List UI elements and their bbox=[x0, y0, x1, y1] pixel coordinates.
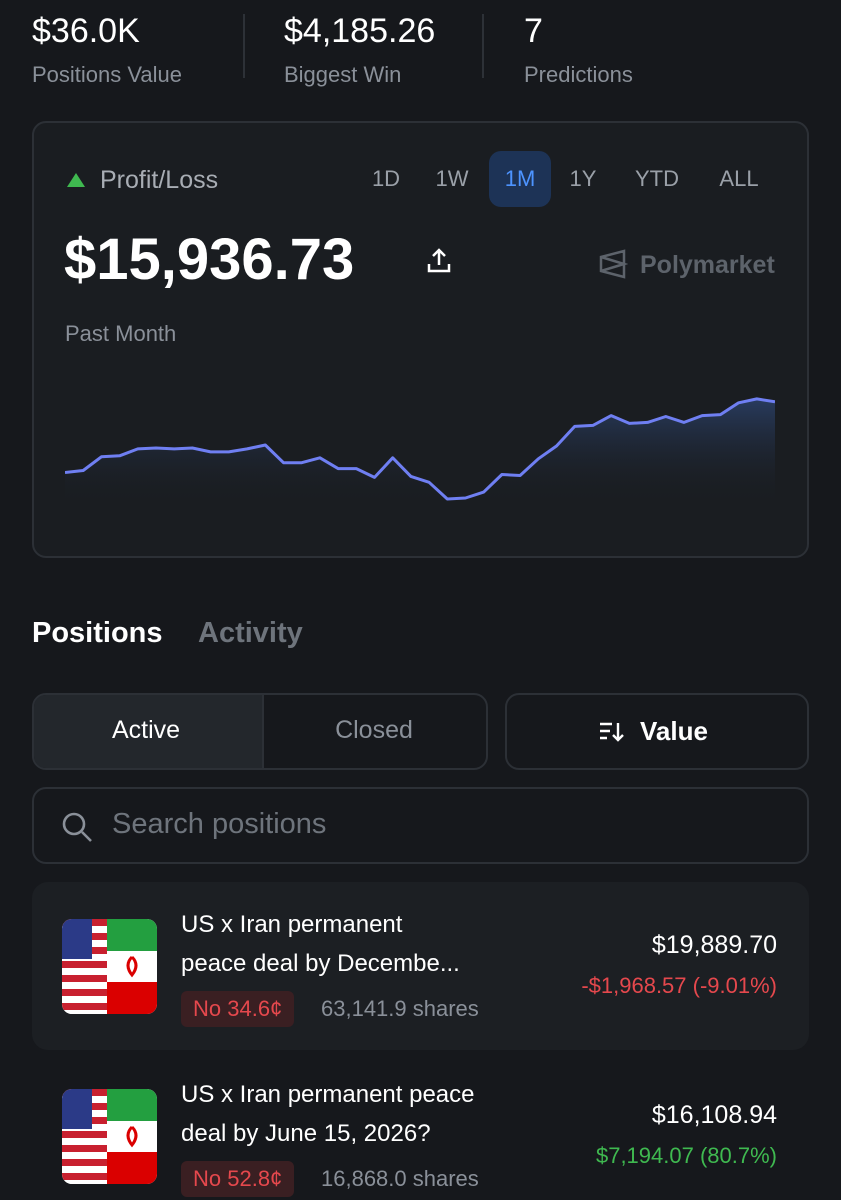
stat-value: $4,185.26 bbox=[284, 12, 436, 50]
tab[interactable]: Activity bbox=[198, 617, 303, 649]
stat-value: $36.0K bbox=[32, 12, 140, 50]
up-icon bbox=[67, 173, 85, 187]
filter-group bbox=[32, 693, 488, 770]
range-button[interactable]: YTD bbox=[635, 166, 679, 191]
position-value: $16,108.94 bbox=[651, 1101, 777, 1129]
shares: 63,141.9 shares bbox=[321, 996, 479, 1021]
divider bbox=[243, 14, 245, 78]
sort-button[interactable] bbox=[505, 693, 809, 770]
line bbox=[65, 397, 775, 501]
stat-label: Biggest Win bbox=[284, 62, 402, 87]
position-title: peace deal by Decembe... bbox=[181, 950, 460, 977]
search-icon bbox=[62, 812, 92, 842]
search-placeholder: Search positions bbox=[112, 808, 327, 840]
area bbox=[65, 398, 775, 506]
outcome-tag: No 52.8¢ bbox=[181, 1161, 295, 1197]
period-label: Past Month bbox=[65, 321, 177, 346]
position-title: deal by June 15, 2026? bbox=[181, 1120, 431, 1147]
position-title: US x Iran permanent peace bbox=[181, 1081, 475, 1108]
market-image bbox=[62, 919, 157, 1014]
stat-label: Predictions bbox=[524, 62, 633, 87]
outcome-tag: No 34.6¢ bbox=[181, 991, 295, 1027]
filter-button[interactable]: Active bbox=[111, 716, 181, 744]
stat-label: Positions Value bbox=[32, 62, 183, 87]
stat-value: 7 bbox=[524, 12, 543, 50]
position-change: -$1,968.57 (-9.01%) bbox=[581, 973, 777, 998]
tab[interactable]: Positions bbox=[32, 617, 163, 649]
shares: 16,868.0 shares bbox=[321, 1166, 479, 1191]
position-value: $19,889.70 bbox=[651, 931, 777, 959]
position-title: US x Iran permanent bbox=[181, 911, 403, 938]
pnl-chart bbox=[65, 397, 775, 506]
filter-button[interactable]: Closed bbox=[335, 716, 413, 744]
brand-name: Polymarket bbox=[640, 251, 775, 279]
sort-label: Value bbox=[640, 716, 708, 746]
range-button[interactable]: 1Y bbox=[569, 166, 597, 191]
range-button[interactable]: ALL bbox=[719, 166, 759, 191]
divider bbox=[482, 14, 484, 78]
sort-icon bbox=[600, 722, 624, 742]
search-box[interactable] bbox=[32, 787, 809, 864]
range-button[interactable]: 1W bbox=[435, 166, 469, 191]
range-button[interactable]: 1D bbox=[371, 166, 401, 191]
share-button[interactable] bbox=[425, 247, 453, 275]
position-card[interactable] bbox=[32, 882, 809, 1050]
pnl-title: Profit/Loss bbox=[100, 166, 219, 194]
position-change: $7,194.07 (80.7%) bbox=[595, 1143, 777, 1168]
pnl-amount: $15,936.73 bbox=[64, 227, 355, 292]
brand-logo bbox=[599, 249, 628, 279]
range-button[interactable]: 1M bbox=[489, 151, 551, 207]
market-image bbox=[62, 1089, 157, 1184]
